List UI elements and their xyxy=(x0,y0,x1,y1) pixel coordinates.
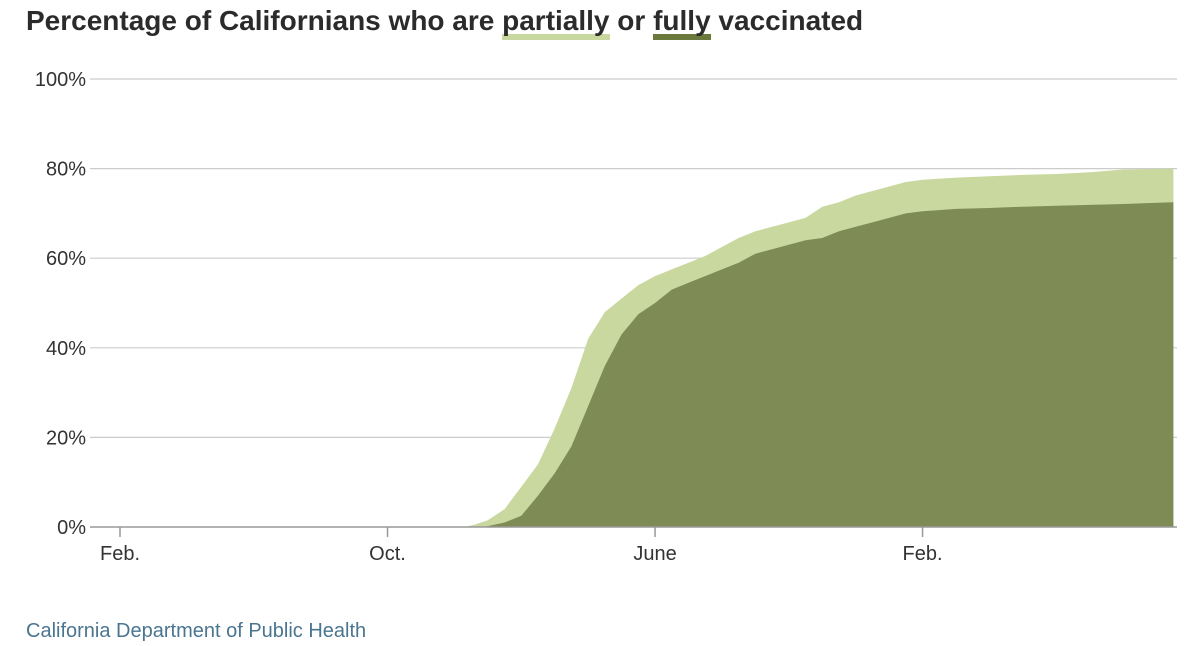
title-middle: or xyxy=(609,5,654,36)
area-chart: Feb. Oct. June Feb. 0% 20% 40% 60% 80% 100% xyxy=(35,69,1177,565)
chart-title: Percentage of Californians who are parti… xyxy=(26,2,863,40)
x-tick-label: Oct. xyxy=(369,543,406,565)
y-tick-label: 40% xyxy=(46,338,86,360)
y-tick-label: 60% xyxy=(46,248,86,270)
x-tick-label: June xyxy=(633,543,676,565)
x-axis: Feb. Oct. June Feb. xyxy=(90,526,1177,565)
y-axis-labels: 0% 20% 40% 60% 80% 100% xyxy=(35,69,86,539)
y-tick-label: 100% xyxy=(35,69,86,91)
y-tick-label: 20% xyxy=(46,427,86,449)
title-prefix: Percentage of Californians who are xyxy=(26,5,503,36)
source-credit: California Department of Public Health xyxy=(26,620,367,642)
legend-key-partially: partially xyxy=(502,7,610,40)
area-fully xyxy=(120,202,1174,527)
x-tick-label: Feb. xyxy=(100,543,140,565)
legend-key-fully: fully xyxy=(653,7,711,40)
area-series xyxy=(120,168,1174,527)
x-tick-label: Feb. xyxy=(903,543,943,565)
y-tick-label: 0% xyxy=(57,517,86,539)
title-suffix: vaccinated xyxy=(710,5,864,36)
y-tick-label: 80% xyxy=(46,159,86,181)
